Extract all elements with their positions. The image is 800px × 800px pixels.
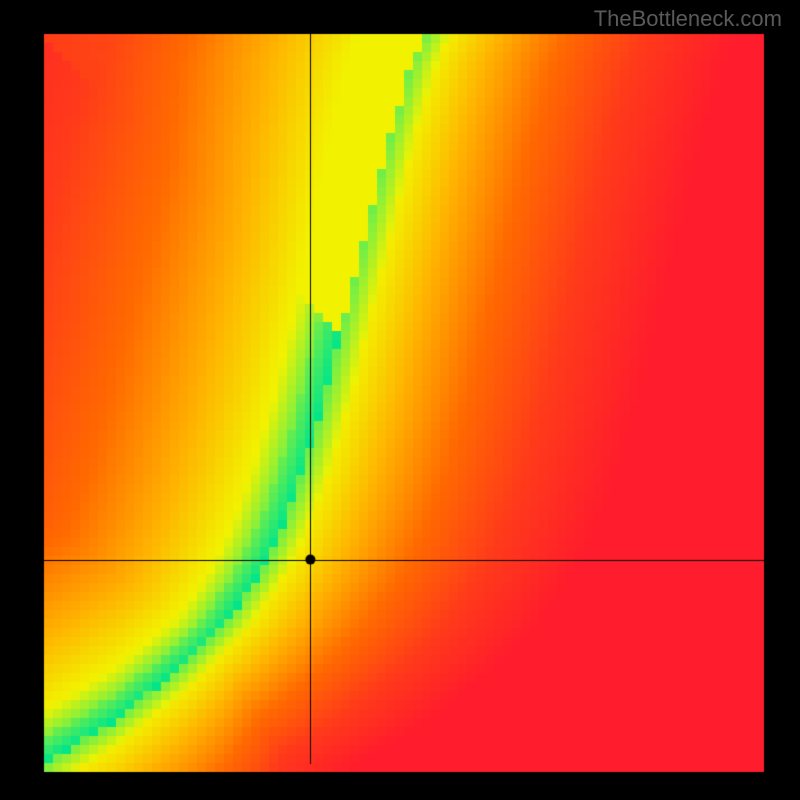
chart-container: TheBottleneck.com [0, 0, 800, 800]
watermark-text: TheBottleneck.com [594, 6, 782, 32]
bottleneck-heatmap [0, 0, 800, 800]
